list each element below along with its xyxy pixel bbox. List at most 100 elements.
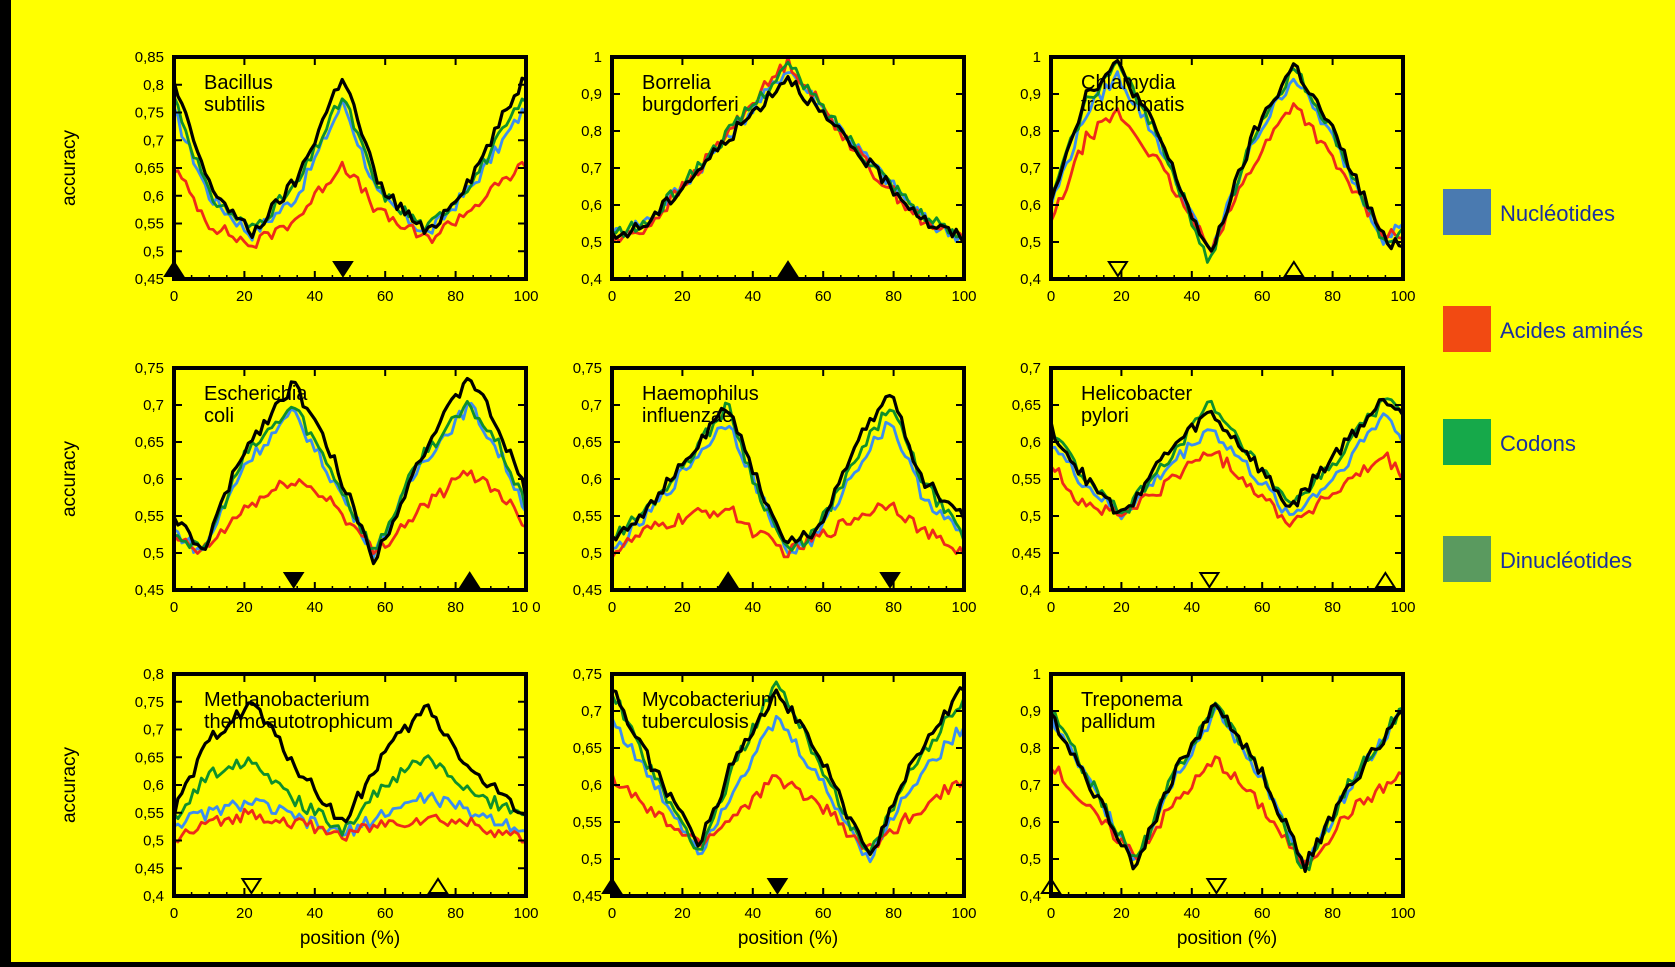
y-tick-label: 0,8 [1020,123,1041,140]
series-line-nucleotides [172,97,527,242]
series-line-codons [611,60,966,244]
y-tick-label: 0,4 [143,888,164,905]
chart-panel-1: 0,45 0,5 0,55 0,6 0,65 0,7 0,75 0,8 0,85 0 20 40 60 8… [59,49,539,305]
series-line-amino_acids [173,160,528,249]
panel-title-line-1: Treponema [1081,689,1183,711]
x-tick-label: 40 [306,288,323,305]
x-tick-label: 20 [236,599,253,616]
position-marker-up [163,260,185,277]
x-tick-label: 60 [815,599,832,616]
panel-title: Helicobacter pylori [1081,383,1193,427]
series-line-nucleotides [1049,70,1404,254]
y-tick-label: 0,75 [135,105,164,122]
x-tick-label: 40 [744,288,761,305]
series-line-nucleotides [1050,412,1405,521]
y-tick-label: 0,6 [143,777,164,794]
y-tick-label: 0,5 [581,234,602,251]
panel-title: Haemophilus influenzae [642,383,759,427]
y-tick-label: 0,5 [1020,508,1041,525]
x-tick-label: 100 [1390,905,1415,922]
y-tick-label: 0,7 [1020,777,1041,794]
panel-title: Methanobacterium thermoautotrophicum [204,689,393,733]
y-tick-label: 0,7 [581,703,602,720]
position-marker-up [427,877,449,894]
panel-title-line-1: Helicobacter [1081,383,1193,405]
y-tick-label: 0,8 [581,123,602,140]
series-line-codons [172,754,526,837]
x-tick-label: 100 [951,599,976,616]
chart-panel-8: 0,45 0,5 0,55 0,6 0,65 0,7 0,75 0 20 40 60 80 100 Myc… [573,666,977,949]
x-tick-label: 20 [674,905,691,922]
y-tick-label: 0,9 [581,86,602,103]
position-marker-down [1107,261,1129,278]
panels: 0,45 0,5 0,55 0,6 0,65 0,7 0,75 0,8 0,85 0 20 40 60 8… [59,49,1416,949]
x-tick-label: 100 [1390,288,1415,305]
position-marker-up [601,877,623,894]
x-tick-label: 0 [608,905,616,922]
position-marker-down [1198,572,1221,589]
series-line-dinucleotides [1049,397,1405,515]
legend: Nucléotides Acides aminés Codons Dinucléoti… [1443,189,1643,582]
y-tick-label: 0,4 [1020,582,1041,599]
y-tick-label: 0,8 [143,666,164,683]
position-marker-down [282,572,305,589]
series-line-dinucleotides [611,686,965,856]
y-tick-label: 0,7 [1020,160,1041,177]
x-tick-label: 80 [885,599,902,616]
x-axis-label: position (%) [1177,928,1277,949]
panel-title: Chlamydia trachomatis [1081,72,1184,116]
legend-label-codons: Codons [1500,431,1576,456]
y-tick-label: 0,55 [135,508,164,525]
y-tick-label: 0,4 [581,271,602,288]
y-tick-label: 0,6 [581,197,602,214]
x-tick-label: 100 [513,905,538,922]
chart-panel-2: 0,4 0,5 0,6 0,7 0,8 0,9 1 0 20 40 60 80 100 Borrelia b… [581,49,976,305]
y-tick-label: 0,6 [143,471,164,488]
position-marker-down [766,878,789,895]
y-tick-label: 0,55 [573,508,602,525]
y-tick-label: 0,45 [135,271,164,288]
y-tick-label: 0,75 [135,694,164,711]
chart-panel-3: 0,4 0,5 0,6 0,7 0,8 0,9 1 0 20 40 60 80 100 Chlamydia… [1020,49,1415,305]
series-line-dinucleotides [172,76,527,239]
position-marker-up [1040,877,1062,894]
x-tick-label: 0 [170,599,178,616]
chart-panel-4: 0,45 0,5 0,55 0,6 0,65 0,7 0,75 0 20 40 60 80 10 0 Es… [59,360,541,616]
y-tick-label: 0,6 [581,471,602,488]
panel-title-line-1: Escherichia [204,383,308,405]
x-tick-label: 0 [608,288,616,305]
x-tick-label: 0 [170,288,178,305]
position-marker-up [458,571,481,588]
panel-title: Borrelia burgdorferi [642,72,739,116]
y-tick-label: 0,5 [143,243,164,260]
x-tick-label: 80 [1324,288,1341,305]
y-tick-label: 0,5 [1020,851,1041,868]
panel-title-line-2: subtilis [204,94,265,116]
position-marker-down [240,878,263,895]
y-tick-label: 0,55 [135,805,164,822]
y-tick-label: 0,5 [143,833,164,850]
x-tick-label: 40 [1183,599,1200,616]
y-tick-label: 0,5 [581,545,602,562]
y-tick-label: 0,8 [1020,740,1041,757]
series-line-dinucleotides [172,376,528,566]
y-tick-label: 0,55 [573,814,602,831]
y-tick-label: 0,9 [1020,703,1041,720]
panel-title-line-2: pallidum [1081,711,1155,733]
y-tick-label: 0,7 [143,722,164,739]
x-tick-label: 20 [674,288,691,305]
panel-title-line-2: thermoautotrophicum [204,711,393,733]
panel-title-line-2: coli [204,405,234,427]
panel-title-line-1: Methanobacterium [204,689,370,711]
panel-title-line-2: burgdorferi [642,94,739,116]
series-line-dinucleotides [1049,59,1404,253]
x-tick-label: 60 [815,288,832,305]
y-tick-label: 0,65 [573,740,602,757]
y-tick-label: 1 [594,49,602,66]
position-marker-up [1374,571,1397,588]
position-marker-down [1205,878,1228,895]
y-axis-label: accuracy [59,746,80,823]
legend-swatch-nucleotides [1443,189,1491,235]
